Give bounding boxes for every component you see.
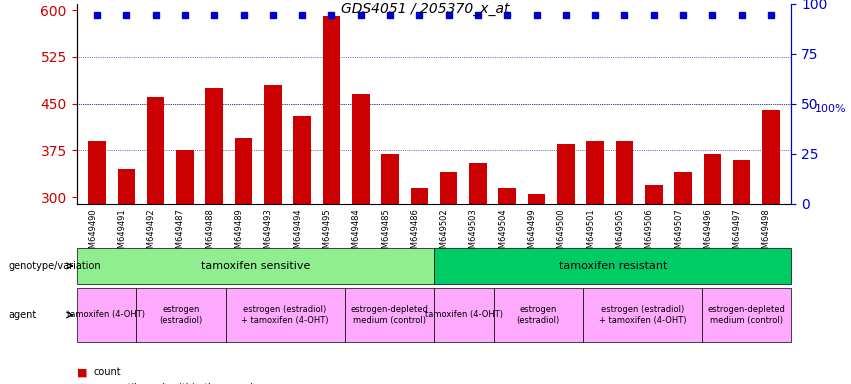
Text: estrogen
(estradiol): estrogen (estradiol) <box>159 305 203 324</box>
Bar <box>205 88 223 384</box>
Text: estrogen
(estradiol): estrogen (estradiol) <box>517 305 560 324</box>
Text: count: count <box>94 367 121 377</box>
Bar <box>381 154 399 384</box>
Text: estrogen (estradiol)
+ tamoxifen (4-OHT): estrogen (estradiol) + tamoxifen (4-OHT) <box>599 305 686 324</box>
Bar <box>704 154 721 384</box>
Text: estrogen-depleted
medium (control): estrogen-depleted medium (control) <box>351 305 428 324</box>
Bar <box>615 141 633 384</box>
Bar <box>235 138 253 384</box>
Text: agent: agent <box>9 310 37 320</box>
Bar <box>733 160 751 384</box>
Bar <box>147 98 164 384</box>
Text: ■: ■ <box>77 383 87 384</box>
Text: GDS4051 / 205370_x_at: GDS4051 / 205370_x_at <box>341 2 510 16</box>
Y-axis label: 100%: 100% <box>814 104 846 114</box>
Text: percentile rank within the sample: percentile rank within the sample <box>94 383 259 384</box>
Bar <box>264 85 282 384</box>
Bar <box>89 141 106 384</box>
Text: tamoxifen resistant: tamoxifen resistant <box>558 261 667 271</box>
Bar <box>323 16 340 384</box>
Bar <box>674 172 692 384</box>
Text: tamoxifen (4-OHT): tamoxifen (4-OHT) <box>67 310 146 319</box>
Text: tamoxifen (4-OHT): tamoxifen (4-OHT) <box>425 310 503 319</box>
Bar <box>294 116 311 384</box>
Bar <box>352 94 369 384</box>
Text: genotype/variation: genotype/variation <box>9 261 101 271</box>
Bar <box>440 172 458 384</box>
Bar <box>117 169 135 384</box>
Bar <box>557 144 574 384</box>
Bar <box>762 110 780 384</box>
Bar <box>176 151 194 384</box>
Text: tamoxifen sensitive: tamoxifen sensitive <box>201 261 310 271</box>
Bar <box>528 194 545 384</box>
Bar <box>586 141 604 384</box>
Bar <box>645 185 663 384</box>
Bar <box>469 163 487 384</box>
Text: estrogen-depleted
medium (control): estrogen-depleted medium (control) <box>708 305 785 324</box>
Bar <box>410 188 428 384</box>
Text: estrogen (estradiol)
+ tamoxifen (4-OHT): estrogen (estradiol) + tamoxifen (4-OHT) <box>242 305 328 324</box>
Text: ■: ■ <box>77 367 87 377</box>
Bar <box>499 188 516 384</box>
